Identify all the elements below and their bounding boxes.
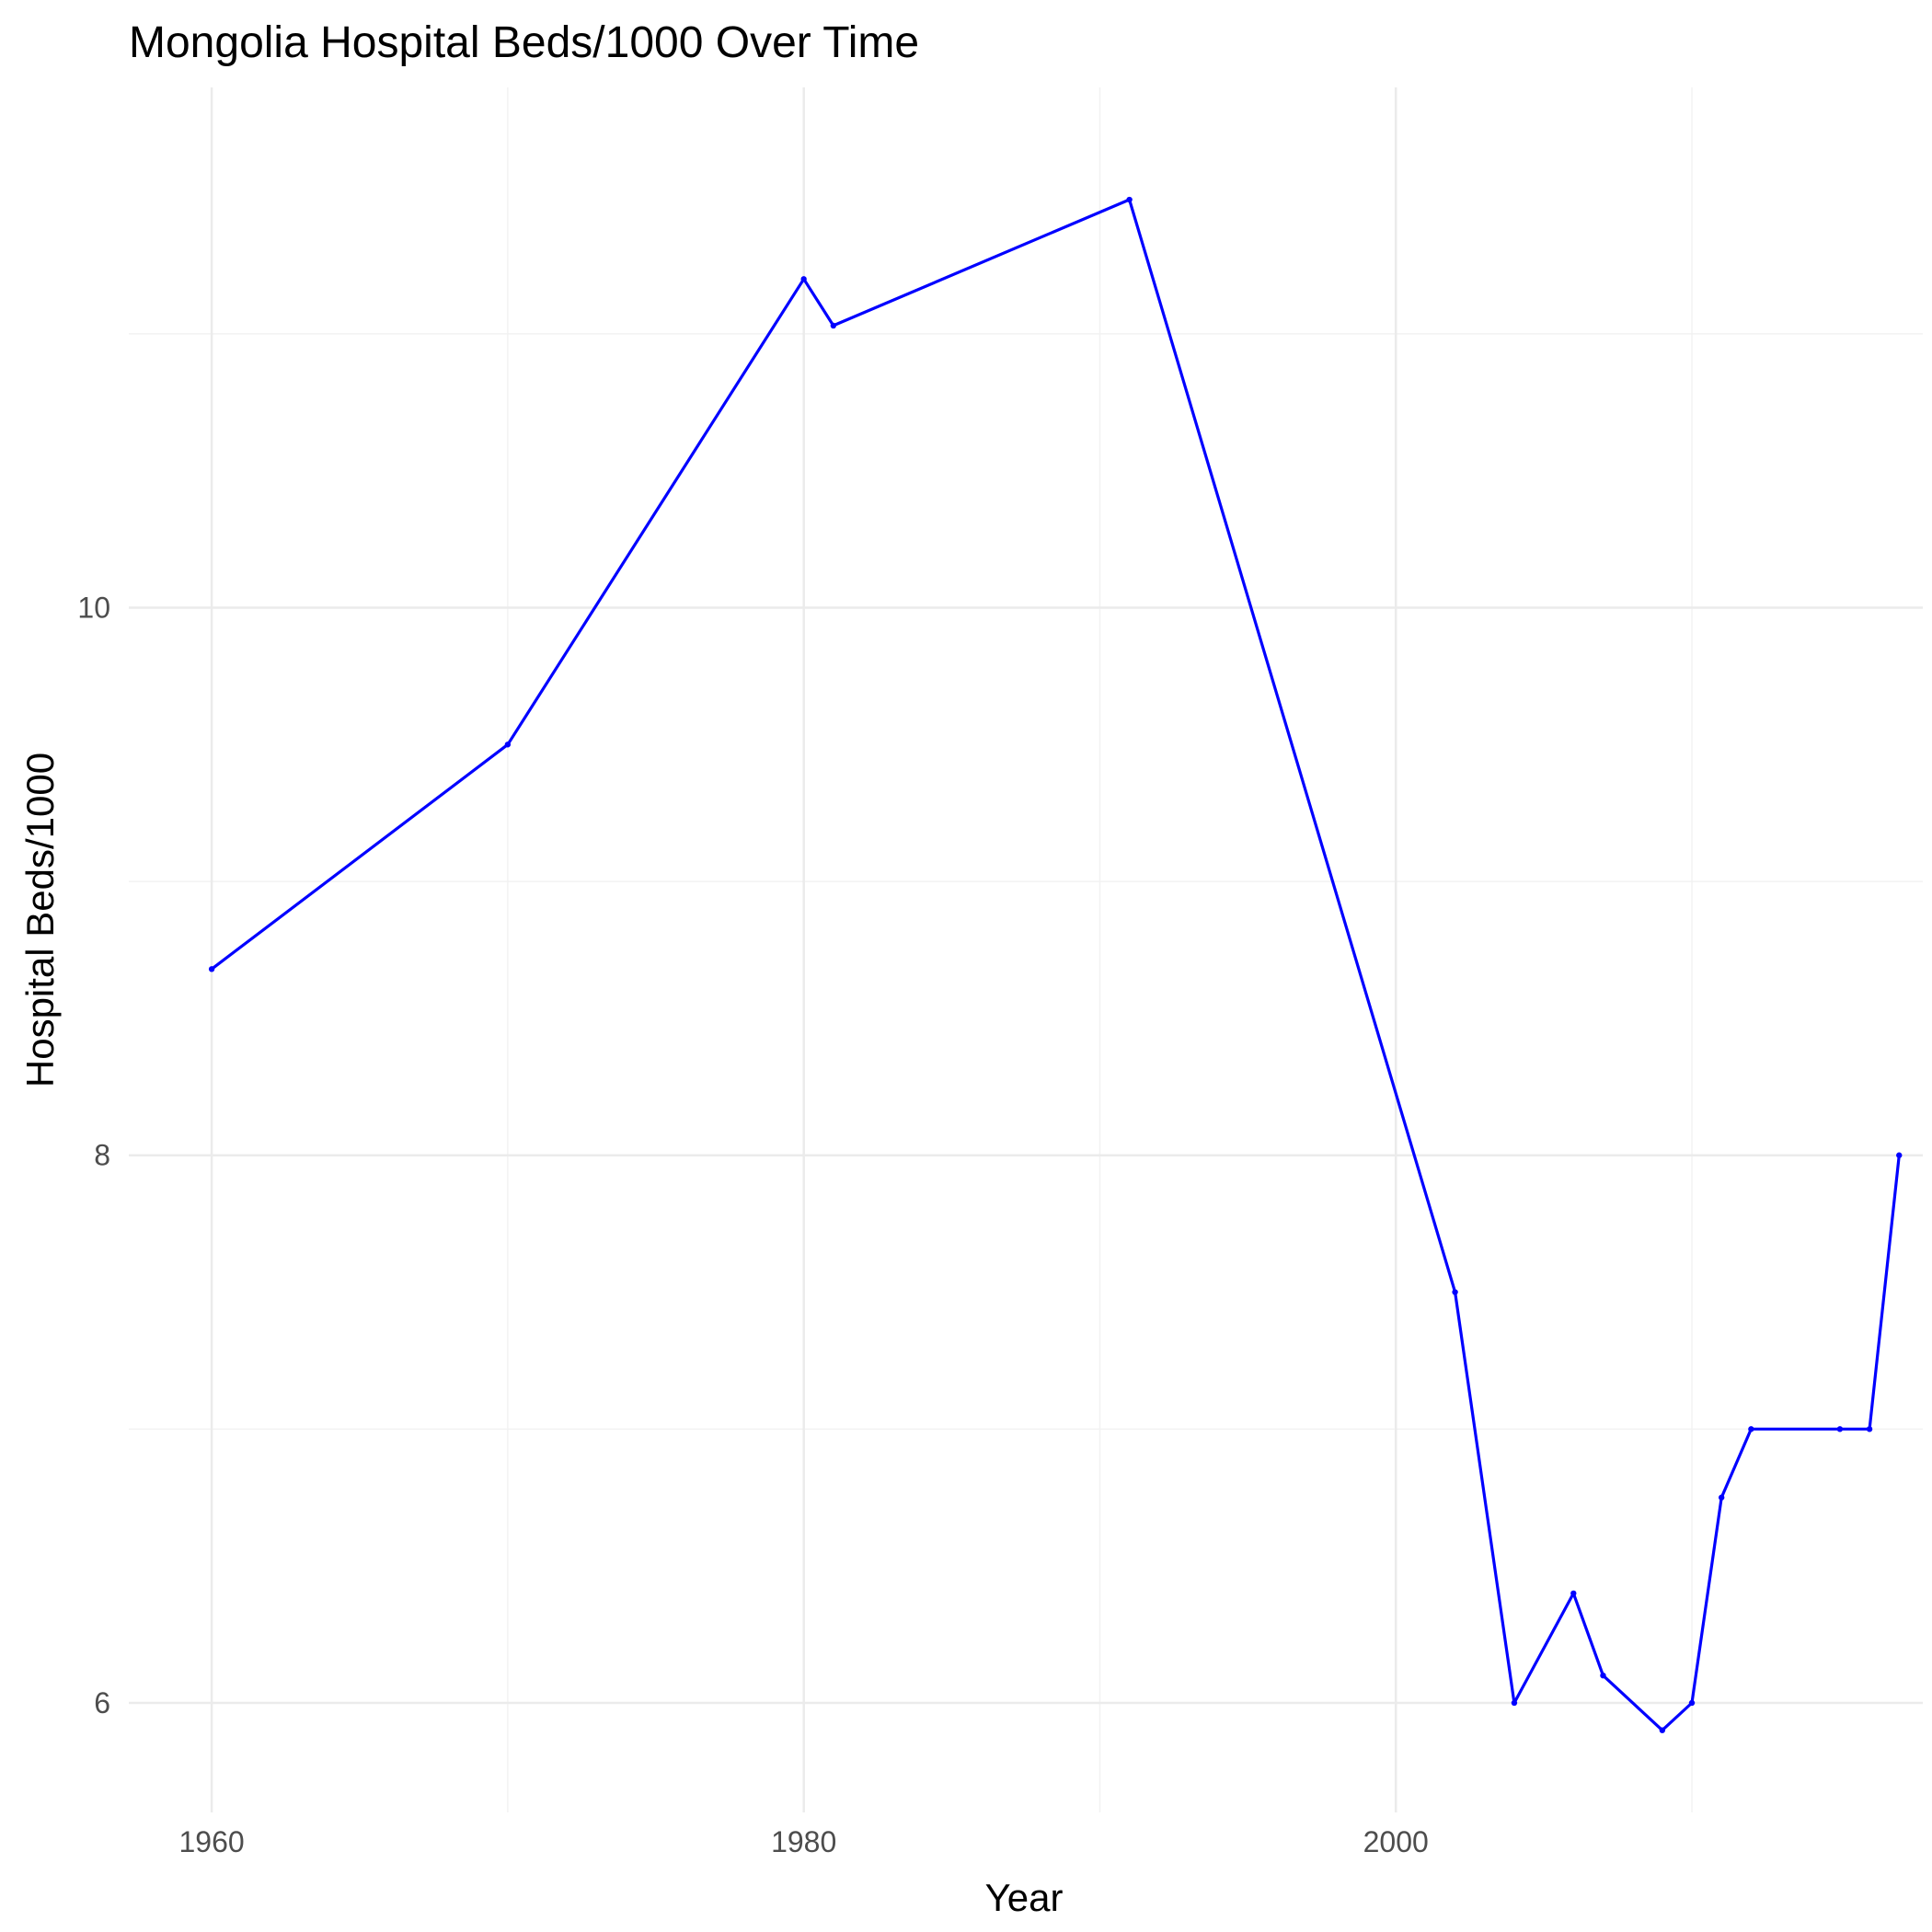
y-tick-label: 8 [94,1139,110,1172]
x-tick-label: 1960 [179,1825,245,1858]
y-tick-label: 6 [94,1686,110,1719]
x-axis-ticks: 1960 1980 2000 [179,1825,1429,1858]
data-point [1718,1494,1725,1501]
data-point [1866,1426,1873,1432]
data-point [1688,1699,1696,1707]
y-axis-ticks: 6 8 10 [77,591,110,1719]
x-tick-label: 2000 [1363,1825,1429,1858]
data-point [1659,1727,1666,1733]
series-line [210,198,1901,1732]
data-point [830,322,837,329]
y-tick-label: 10 [77,591,110,624]
chart-title: Mongolia Hospital Beds/1000 Over Time [129,18,919,67]
data-point [1452,1289,1458,1295]
minor-gridlines [129,87,1923,1812]
data-point [504,742,512,748]
data-point [1600,1672,1606,1679]
data-point [1126,196,1133,203]
major-gridlines [129,87,1923,1812]
data-point [208,966,215,972]
data-point [1570,1590,1577,1597]
y-axis-title: Hospital Beds/1000 [18,753,62,1087]
x-axis-title: Year [985,1876,1064,1919]
data-point [1748,1426,1754,1432]
data-point [1511,1699,1518,1707]
data-point [1836,1426,1844,1432]
data-point [800,276,807,282]
data-point [1896,1152,1903,1158]
series-layer [208,196,1903,1733]
x-tick-label: 1980 [771,1825,836,1858]
